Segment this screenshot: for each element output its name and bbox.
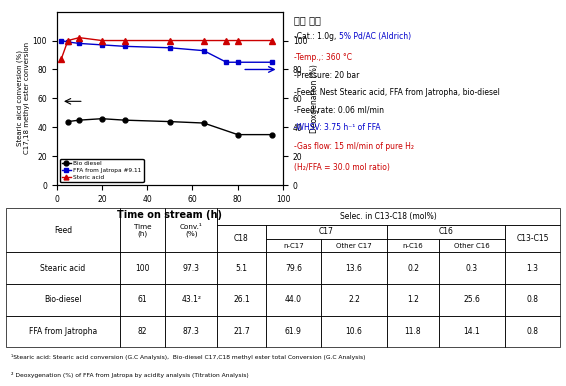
- Text: 0.2: 0.2: [407, 264, 419, 273]
- Bar: [265, 252, 321, 284]
- Bar: [387, 316, 439, 347]
- Text: 43.1²: 43.1²: [181, 295, 201, 305]
- Bar: [387, 284, 439, 316]
- Bar: [120, 316, 165, 347]
- Bar: [165, 284, 217, 316]
- Text: (H₂/FFA = 30.0 mol ratio): (H₂/FFA = 30.0 mol ratio): [294, 163, 390, 172]
- Text: Conv.¹
(%): Conv.¹ (%): [180, 224, 203, 237]
- Text: 61: 61: [138, 295, 147, 305]
- Bar: [387, 252, 439, 284]
- Text: -Feed: Nest Stearic acid, FFA from Jatropha, bio-diesel: -Feed: Nest Stearic acid, FFA from Jatro…: [294, 88, 500, 97]
- Bar: [387, 225, 505, 239]
- Text: 1.3: 1.3: [526, 264, 539, 273]
- Text: 25.6: 25.6: [464, 295, 481, 305]
- Bar: [439, 316, 505, 347]
- Bar: [505, 252, 560, 284]
- X-axis label: Time on stream (h): Time on stream (h): [117, 210, 222, 220]
- Text: Stearic acid: Stearic acid: [40, 264, 85, 273]
- Bar: [505, 225, 560, 252]
- Bar: [265, 316, 321, 347]
- Bar: [439, 284, 505, 316]
- Text: -WHSV: 3.75 h⁻¹ of FFA: -WHSV: 3.75 h⁻¹ of FFA: [294, 123, 381, 132]
- Text: -Cat.: 1.0g,: -Cat.: 1.0g,: [294, 32, 339, 41]
- Text: 82: 82: [138, 327, 147, 336]
- Bar: [265, 284, 321, 316]
- Bar: [6, 208, 120, 252]
- Text: C16: C16: [439, 227, 453, 236]
- Text: 21.7: 21.7: [233, 327, 250, 336]
- Bar: [439, 239, 505, 252]
- Text: 61.9: 61.9: [285, 327, 302, 336]
- Bar: [165, 316, 217, 347]
- Text: Other C16: Other C16: [454, 242, 490, 249]
- Text: 100: 100: [135, 264, 150, 273]
- Text: 0.8: 0.8: [526, 327, 539, 336]
- Text: 0.3: 0.3: [466, 264, 478, 273]
- Text: 13.6: 13.6: [346, 264, 362, 273]
- Bar: [217, 284, 265, 316]
- Text: ¹Stearic acid: Stearic acid conversion (G.C Analysis),  Bio-diesel C17,C18 methy: ¹Stearic acid: Stearic acid conversion (…: [11, 354, 366, 361]
- Bar: [321, 284, 387, 316]
- Text: C18: C18: [234, 234, 249, 243]
- Text: ² Deoxygenation (%) of FFA from Jatropa by acidity analysis (Titration Analysis): ² Deoxygenation (%) of FFA from Jatropa …: [11, 372, 249, 378]
- Text: 반응 조건: 반응 조건: [294, 15, 321, 25]
- Text: 1.2: 1.2: [407, 295, 419, 305]
- Text: 2.2: 2.2: [348, 295, 360, 305]
- Text: -Pressure: 20 bar: -Pressure: 20 bar: [294, 71, 360, 80]
- Bar: [265, 239, 321, 252]
- Bar: [120, 208, 165, 252]
- Text: 5.1: 5.1: [235, 264, 247, 273]
- Bar: [505, 284, 560, 316]
- Text: Selec. in C13-C18 (mol%): Selec. in C13-C18 (mol%): [340, 212, 437, 221]
- Text: C17: C17: [319, 227, 334, 236]
- Text: C13-C15: C13-C15: [516, 234, 549, 243]
- Text: 97.3: 97.3: [183, 264, 200, 273]
- Bar: [120, 252, 165, 284]
- Text: 5% Pd/AC (Aldrich): 5% Pd/AC (Aldrich): [339, 32, 411, 41]
- Bar: [217, 316, 265, 347]
- Bar: [217, 225, 265, 252]
- Text: -Gas flow: 15 ml/min of pure H₂: -Gas flow: 15 ml/min of pure H₂: [294, 142, 414, 151]
- Bar: [217, 208, 560, 225]
- Bar: [505, 316, 560, 347]
- Bar: [321, 239, 387, 252]
- Bar: [6, 284, 120, 316]
- Text: Bio-diesel: Bio-diesel: [44, 295, 82, 305]
- Bar: [265, 225, 387, 239]
- Text: 87.3: 87.3: [183, 327, 200, 336]
- Text: Feed: Feed: [54, 226, 72, 235]
- Text: -Temp.,: 360 °C: -Temp.,: 360 °C: [294, 53, 352, 62]
- Legend: Bio diesel, FFA from Jatropa #9.11, Steric acid: Bio diesel, FFA from Jatropa #9.11, Ster…: [59, 159, 144, 182]
- Text: 26.1: 26.1: [233, 295, 250, 305]
- Text: 11.8: 11.8: [405, 327, 421, 336]
- Text: 14.1: 14.1: [464, 327, 481, 336]
- Text: 79.6: 79.6: [285, 264, 302, 273]
- Bar: [217, 252, 265, 284]
- Bar: [387, 239, 439, 252]
- Text: n-C16: n-C16: [402, 242, 423, 249]
- Bar: [165, 252, 217, 284]
- Text: -Feed rate: 0.06 ml/min: -Feed rate: 0.06 ml/min: [294, 105, 384, 114]
- Text: 0.8: 0.8: [526, 295, 539, 305]
- Bar: [120, 284, 165, 316]
- Bar: [6, 252, 120, 284]
- Text: 44.0: 44.0: [285, 295, 302, 305]
- Bar: [321, 316, 387, 347]
- Bar: [321, 252, 387, 284]
- Bar: [6, 316, 120, 347]
- Text: FFA from Jatropha: FFA from Jatropha: [29, 327, 97, 336]
- Bar: [165, 208, 217, 252]
- Y-axis label: Deoxgenation (%): Deoxgenation (%): [310, 64, 319, 133]
- Text: 10.6: 10.6: [346, 327, 362, 336]
- Bar: [439, 252, 505, 284]
- Text: n-C17: n-C17: [283, 242, 304, 249]
- Text: Other C17: Other C17: [336, 242, 372, 249]
- Y-axis label: Stearic aicd conversion (%)
C17,18 methyl ester conversion: Stearic aicd conversion (%) C17,18 methy…: [16, 42, 29, 154]
- Text: Time
(h): Time (h): [134, 224, 152, 237]
